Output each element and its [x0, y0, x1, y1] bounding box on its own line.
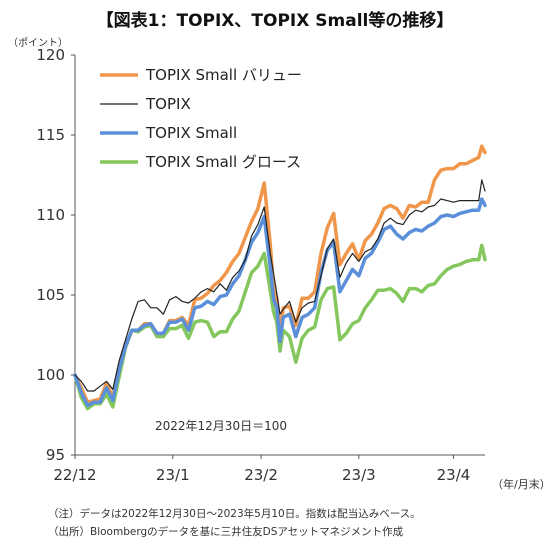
y-tick-label: 105 [36, 286, 65, 304]
y-tick-label: 115 [36, 126, 65, 144]
legend-label-3: TOPIX Small グロース [145, 153, 301, 171]
x-tick-label: 23/3 [342, 466, 376, 484]
series-line-0 [73, 144, 487, 404]
line-chart: 95 100 105 110 115 120 22/12 23/1 23/2 23/3 23/4 T… [36, 46, 487, 484]
y-tick-label: 110 [36, 206, 65, 224]
x-tick-label: 23/4 [437, 466, 471, 484]
chart-axes: 95 100 105 110 115 120 22/12 23/1 23/2 23/3 23/4 [36, 46, 485, 484]
x-tick-label: 23/2 [244, 466, 278, 484]
legend-label-1: TOPIX [145, 95, 191, 113]
y-tick-label: 120 [36, 46, 65, 64]
y-tick-label: 95 [46, 446, 65, 464]
footnote-source: （出所）Bloombergのデータを基に三井住友DSアセットマネジメント作成 [48, 526, 404, 538]
series-line-1 [74, 179, 486, 392]
legend-label-2: TOPIX Small [145, 124, 237, 142]
y-axis-label: （ポイント） [8, 38, 68, 49]
x-tick-label: 22/12 [53, 466, 96, 484]
y-tick-label: 100 [36, 366, 65, 384]
x-axis-unit-label: （年/月末） [492, 478, 550, 491]
chart-series-lines [73, 144, 487, 411]
chart-legend: TOPIX Small バリュー TOPIX TOPIX Small TOPIX Sm… [100, 66, 302, 171]
legend-label-0: TOPIX Small バリュー [145, 66, 302, 84]
series-line-2 [73, 197, 487, 408]
base-date-annotation: 2022年12月30日＝100 [155, 419, 287, 433]
x-tick-label: 23/1 [156, 466, 190, 484]
chart-title: 【図表1：TOPIX、TOPIX Small等の推移】 [96, 11, 454, 31]
footnote-data-period: （注）データは2022年12月30日～2023年5月10日。指数は配当込みベース… [48, 508, 421, 520]
